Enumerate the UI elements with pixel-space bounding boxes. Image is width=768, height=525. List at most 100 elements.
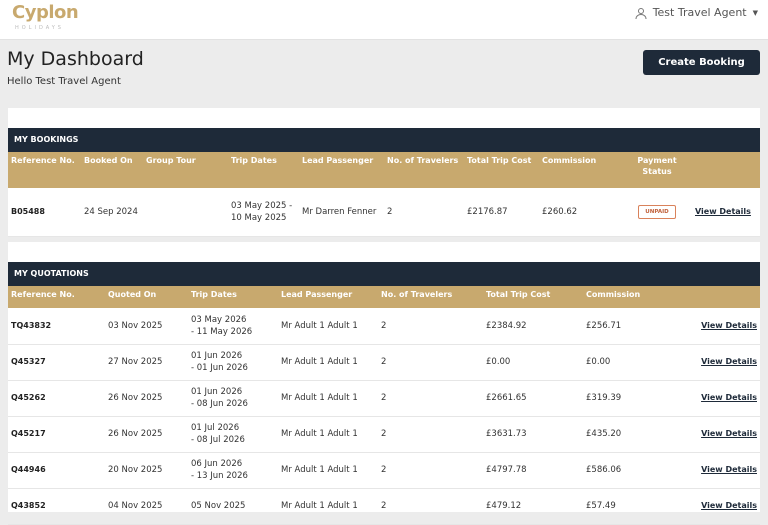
view-details-link[interactable]: View Details (695, 206, 751, 216)
trip-end: - 08 Jun 2026 (191, 399, 248, 409)
bookings-title: MY BOOKINGS (8, 128, 760, 152)
total-cost: £4797.78 (483, 452, 583, 489)
trip-dates: 01 Jul 2026 - 08 Jul 2026 (188, 416, 278, 453)
trip-dates: 06 Jun 2026 - 13 Jun 2026 (188, 452, 278, 489)
column-header: Total Trip Cost (464, 152, 539, 188)
lead-passenger: Mr Adult 1 Adult 1 (278, 380, 378, 417)
greeting: Hello Test Travel Agent (7, 76, 121, 87)
column-header: Total Trip Cost (483, 286, 583, 308)
trip-end: - 01 Jun 2026 (191, 363, 248, 373)
quote-ref: Q45262 (8, 380, 105, 417)
commission: £586.06 (583, 452, 683, 489)
view-details-link[interactable]: View Details (701, 357, 757, 366)
trip-dates: 05 Nov 2025 (188, 488, 278, 525)
view-details-link[interactable]: View Details (701, 393, 757, 402)
total-cost: £2176.87 (464, 188, 539, 237)
lead-passenger: Mr Darren Fenner (299, 188, 384, 237)
action-cell: View Details (683, 344, 760, 381)
quote-ref: Q45327 (8, 344, 105, 381)
lead-passenger: Mr Adult 1 Adult 1 (278, 488, 378, 525)
booked-on: 24 Sep 2024 (81, 188, 143, 237)
table-row: Q45262 26 Nov 2025 01 Jun 2026 - 08 Jun 202… (8, 380, 760, 417)
quoted-on: 20 Nov 2025 (105, 452, 188, 489)
quoted-on: 26 Nov 2025 (105, 416, 188, 453)
commission: £0.00 (583, 344, 683, 381)
column-header: Quoted On (105, 286, 188, 308)
total-cost: £0.00 (483, 344, 583, 381)
travelers: 2 (378, 452, 483, 489)
quoted-on: 04 Nov 2025 (105, 488, 188, 525)
logo[interactable]: Cyplon HOLIDAYS (12, 2, 79, 32)
quotations-panel: MY QUOTATIONS Reference No. Quoted On Trip… (8, 242, 760, 525)
lead-passenger: Mr Adult 1 Adult 1 (278, 416, 378, 453)
action-cell: View Details (683, 488, 760, 525)
quoted-on: 27 Nov 2025 (105, 344, 188, 381)
column-header: Payment Status (622, 152, 692, 188)
commission: £57.49 (583, 488, 683, 525)
commission: £256.71 (583, 308, 683, 345)
travelers: 2 (378, 308, 483, 345)
booking-ref: B05488 (8, 188, 81, 237)
action-cell: View Details (683, 452, 760, 489)
column-header: No. of Travelers (384, 152, 464, 188)
quoted-on: 03 Nov 2025 (105, 308, 188, 345)
travelers: 2 (378, 380, 483, 417)
column-header: Lead Passenger (278, 286, 378, 308)
trip-start: 01 Jun 2026 (191, 351, 243, 361)
column-header: Trip Dates (188, 286, 278, 308)
view-details-link[interactable]: View Details (701, 429, 757, 438)
trip-dates: 01 Jun 2026 - 01 Jun 2026 (188, 344, 278, 381)
create-booking-button[interactable]: Create Booking (643, 50, 760, 75)
column-header: Commission (539, 152, 622, 188)
caret-down-icon: ▼ (752, 8, 758, 17)
quotations-title: MY QUOTATIONS (8, 262, 760, 286)
trip-dates: 03 May 2026- 11 May 2026 (188, 308, 278, 345)
trip-start: 05 Nov 2025 (191, 501, 246, 511)
lead-passenger: Mr Adult 1 Adult 1 (278, 308, 378, 345)
view-details-link[interactable]: View Details (701, 465, 757, 474)
quote-ref: TQ43832 (8, 308, 105, 345)
table-row: Q45327 27 Nov 2025 01 Jun 2026 - 01 Jun 202… (8, 344, 760, 381)
column-header: Reference No. (8, 152, 81, 188)
column-header: Booked On (81, 152, 143, 188)
view-details-link[interactable]: View Details (701, 320, 757, 330)
user-menu[interactable]: Test Travel Agent ▼ (635, 6, 758, 19)
total-cost: £2384.92 (483, 308, 583, 345)
total-cost: £2661.65 (483, 380, 583, 417)
trip-dates: 03 May 2025 - 10 May 2025 (228, 188, 299, 237)
column-header: Commission (583, 286, 683, 308)
table-row: B05488 24 Sep 2024 03 May 2025 - 10 May 20… (8, 188, 760, 237)
travelers: 2 (378, 488, 483, 525)
action-cell: View Details (683, 380, 760, 417)
total-cost: £3631.73 (483, 416, 583, 453)
table-row: Q45217 26 Nov 2025 01 Jul 2026 - 08 Jul 202… (8, 416, 760, 453)
trip-dates: 01 Jun 2026 - 08 Jun 2026 (188, 380, 278, 417)
action-cell: View Details (683, 416, 760, 453)
bookings-table: Reference No. Booked On Group Tour Trip Dat… (8, 152, 760, 237)
action-cell: View Details (692, 188, 760, 237)
bookings-panel: MY BOOKINGS Reference No. Booked On Group … (8, 108, 760, 237)
total-cost: £479.12 (483, 488, 583, 525)
travelers: 2 (384, 188, 464, 237)
trip-start: 06 Jun 2026 (191, 459, 243, 469)
commission: £260.62 (539, 188, 622, 237)
column-header: Group Tour (143, 152, 228, 188)
logo-subtext: HOLIDAYS (15, 25, 64, 31)
top-bar: Cyplon HOLIDAYS Test Travel Agent ▼ (0, 0, 768, 40)
trip-end: - 13 Jun 2026 (191, 471, 248, 481)
table-row: Q44946 20 Nov 2025 06 Jun 2026 - 13 Jun 202… (8, 452, 760, 489)
column-header: Reference No. (8, 286, 105, 308)
trip-start: 01 Jun 2026 (191, 387, 243, 397)
table-row: Q43852 04 Nov 2025 05 Nov 2025 Mr Adult 1 A… (8, 488, 760, 525)
view-details-link[interactable]: View Details (701, 501, 757, 510)
quotations-table: Reference No. Quoted On Trip Dates Lead Pas… (8, 286, 760, 525)
quoted-on: 26 Nov 2025 (105, 380, 188, 417)
user-icon (635, 7, 647, 19)
column-header (683, 286, 760, 308)
trip-start: 01 Jul 2026 (191, 423, 240, 433)
quote-ref: Q43852 (8, 488, 105, 525)
lead-passenger: Mr Adult 1 Adult 1 (278, 452, 378, 489)
column-header: No. of Travelers (378, 286, 483, 308)
page-title: My Dashboard (7, 48, 144, 70)
travelers: 2 (378, 344, 483, 381)
